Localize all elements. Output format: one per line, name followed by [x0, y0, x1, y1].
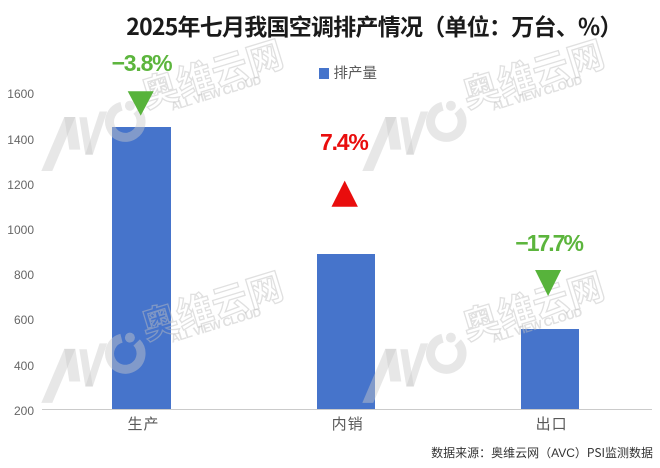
svg-text:奥维云网: 奥维云网 [134, 258, 289, 351]
svg-text:奥维云网: 奥维云网 [455, 258, 610, 351]
svg-text:奥维云网: 奥维云网 [134, 26, 289, 119]
svg-text:奥维云网: 奥维云网 [455, 26, 610, 119]
